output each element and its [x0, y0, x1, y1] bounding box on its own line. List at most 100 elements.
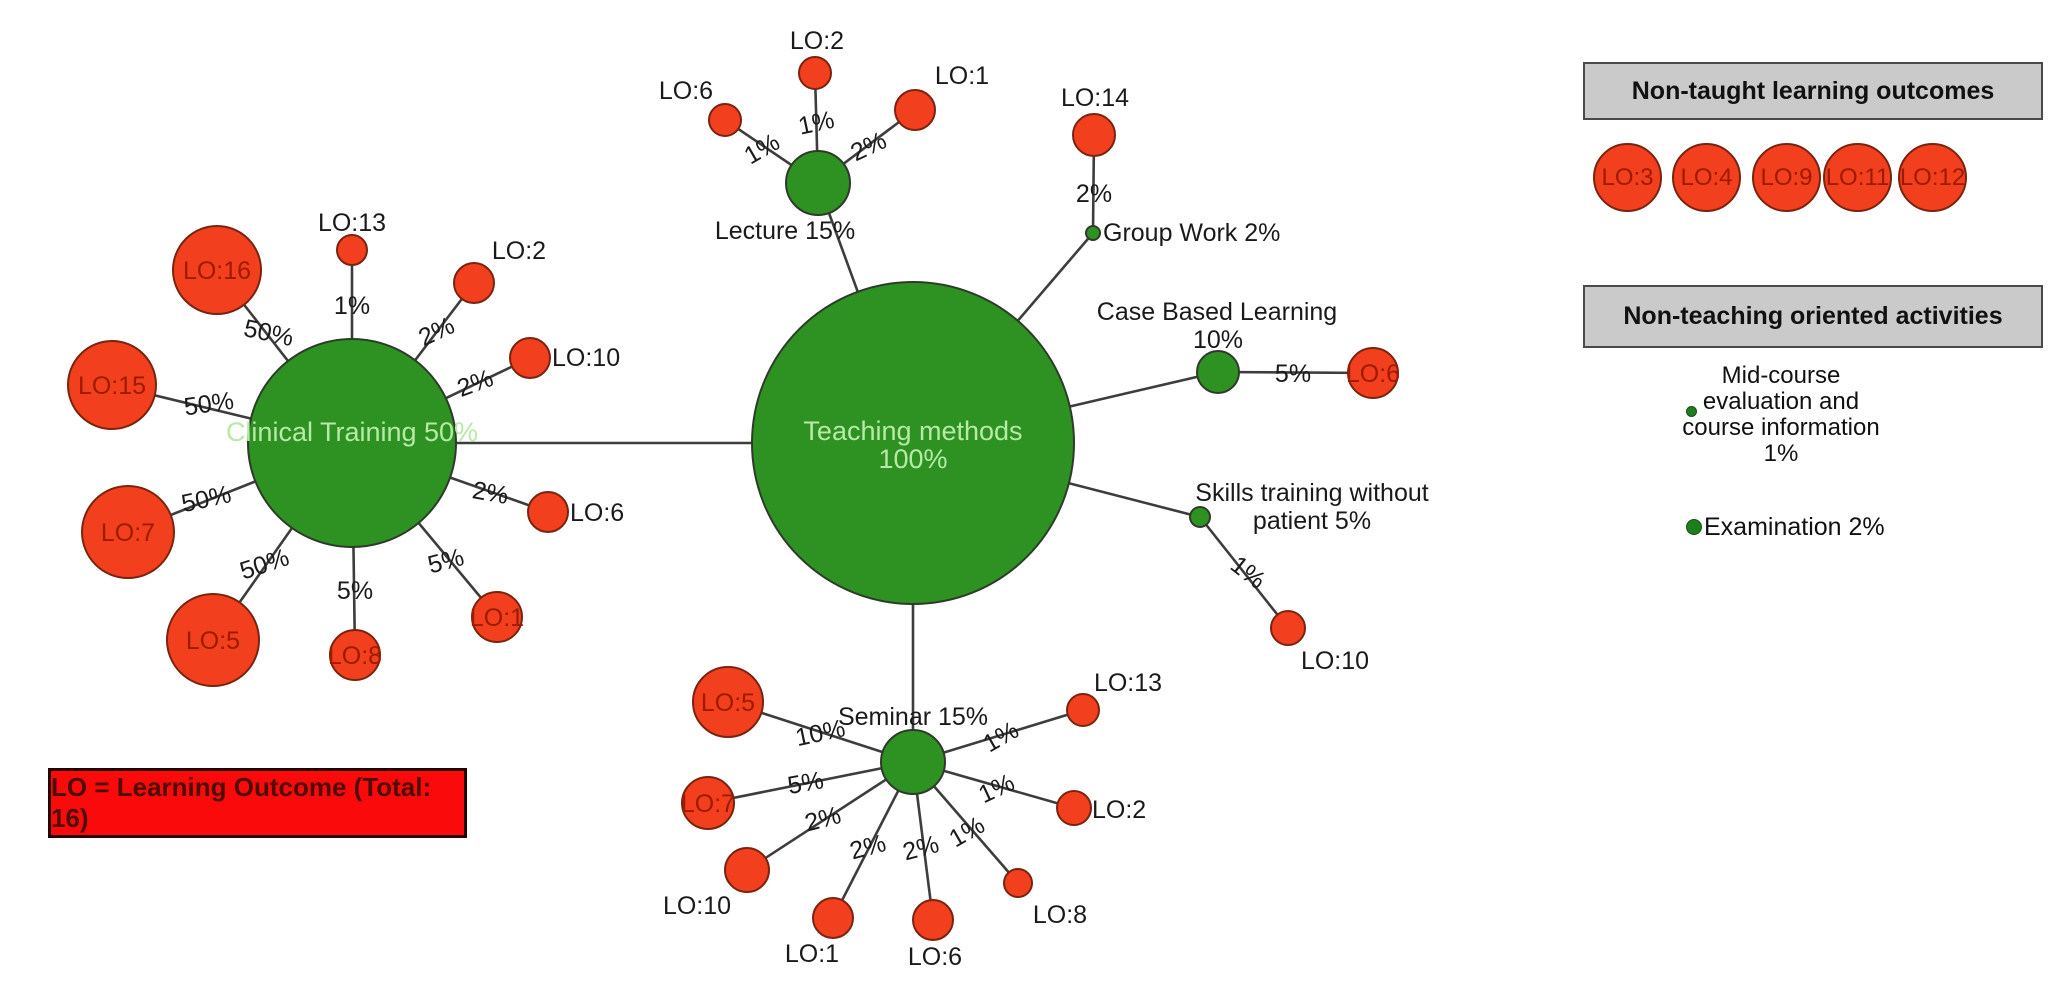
node-case-based-learning	[1196, 350, 1240, 394]
pct-seminar-lo7: 5%	[785, 766, 825, 800]
node-sem-lo10	[724, 847, 770, 893]
node-clin-lo1	[471, 591, 523, 643]
cbl-title-2: 10%	[1193, 326, 1243, 354]
edge-seminar-to-lo10	[746, 760, 914, 872]
label-skills-lo10: LO:10	[1301, 647, 1369, 675]
node-lect-lo6	[708, 103, 742, 137]
pct-seminar-lo10: 2%	[802, 801, 844, 837]
midcourse-dot-icon	[1686, 406, 1697, 417]
legend-circle-lo11-label: LO:11	[1825, 163, 1890, 191]
node-lect-lo2	[798, 56, 832, 90]
seminar-title: Seminar 15%	[838, 703, 988, 731]
node-clin-lo8	[329, 629, 381, 681]
pct-clinical-lo13: 1%	[334, 292, 370, 320]
clinical-title: Clinical Training 50%	[226, 417, 478, 447]
label-lo14: LO:14	[1061, 84, 1129, 112]
label-clin-lo10: LO:10	[552, 344, 620, 372]
node-clin-lo5	[166, 593, 260, 687]
pct-seminar-lo2: 1%	[974, 768, 1019, 809]
node-clinical-training	[247, 338, 457, 548]
pct-seminar-lo8: 1%	[944, 811, 989, 853]
label-sem-lo2: LO:2	[1092, 796, 1146, 824]
label-sem-lo13: LO:13	[1094, 669, 1162, 697]
examination-activity-label: Examination 2%	[1704, 513, 1885, 541]
node-lect-lo1	[894, 89, 936, 131]
edge-skills-to-lo10	[1198, 516, 1290, 629]
node-clin-lo16	[172, 225, 262, 315]
pct-clinical-lo16: 50%	[241, 314, 296, 352]
legend-circle-lo12-label: LO:12	[1899, 163, 1966, 191]
legend-circle-lo11: LO:11	[1823, 143, 1892, 212]
examination-dot-icon	[1686, 519, 1702, 535]
label-clin-lo15: LO:15	[78, 372, 146, 400]
pct-seminar-lo1: 2%	[847, 829, 889, 865]
node-sem-lo1	[812, 897, 854, 939]
node-clin-lo7	[81, 485, 175, 579]
cbl-title-1: Case Based Learning	[1097, 298, 1337, 326]
node-sem-lo8	[1003, 868, 1033, 898]
node-clin-lo10	[509, 337, 551, 379]
skills-title-1: Skills training without	[1195, 479, 1428, 507]
pct-clinical-lo5: 50%	[236, 543, 292, 585]
legend-non-taught-box: Non-taught learning outcomes	[1583, 62, 2043, 120]
label-clin-lo1: LO:1	[470, 604, 524, 632]
label-lect-lo2: LO:2	[790, 27, 844, 55]
pct-clinical-lo10: 2%	[453, 364, 497, 403]
midcourse-line-3: course information	[1682, 414, 1880, 441]
legend-non-taught-title: Non-taught learning outcomes	[1631, 76, 1995, 105]
label-clin-lo13: LO:13	[318, 209, 386, 237]
node-teaching-methods	[751, 281, 1075, 605]
node-lecture	[785, 150, 851, 216]
lo-note-text: LO = Learning Outcome (Total: 16)	[51, 772, 432, 833]
node-skills-training	[1189, 506, 1211, 528]
node-clin-lo2	[453, 262, 495, 304]
legend-circle-lo4-label: LO:4	[1680, 163, 1733, 191]
midcourse-line-1: Mid-course	[1721, 362, 1841, 389]
label-sem-lo1: LO:1	[785, 940, 839, 968]
node-group-work	[1085, 225, 1101, 241]
legend-circle-lo9: LO:9	[1752, 143, 1821, 212]
pct-clinical-lo8: 5%	[337, 577, 373, 605]
label-sem-lo10: LO:10	[663, 892, 731, 920]
pct-clinical-lo15: 50%	[182, 387, 235, 422]
node-cbl-lo6	[1347, 347, 1399, 399]
lecture-title: Lecture 15%	[715, 217, 855, 245]
node-sem-lo13	[1066, 693, 1100, 727]
node-seminar	[880, 729, 946, 795]
label-sem-lo8: LO:8	[1033, 901, 1087, 929]
label-sem-lo7: LO:7	[681, 790, 735, 818]
pct-clinical-lo7: 50%	[179, 480, 234, 518]
label-clin-lo8: LO:8	[328, 642, 382, 670]
teaching-title-2: 100%	[878, 444, 947, 474]
node-clin-lo15	[67, 340, 157, 430]
label-clin-lo6: LO:6	[570, 499, 624, 527]
teaching-title-1: Teaching methods	[803, 416, 1022, 446]
legend-non-teaching-box: Non-teaching oriented activities	[1583, 285, 2043, 348]
label-sem-lo5: LO:5	[701, 689, 755, 717]
edge-seminar-to-lo7	[707, 760, 914, 805]
pct-lecture-lo2: 1%	[796, 106, 837, 141]
label-clin-lo16: LO:16	[183, 257, 251, 285]
label-lect-lo1: LO:1	[935, 62, 989, 90]
pct-group-work: 2%	[1076, 180, 1112, 208]
midcourse-line-4: 1%	[1763, 440, 1799, 467]
node-sem-lo6	[912, 899, 954, 941]
pct-clinical-lo6: 2%	[470, 476, 510, 510]
label-cbl-lo6: LO:6	[1346, 360, 1400, 388]
label-clin-lo2: LO:2	[492, 237, 546, 265]
pct-case-based: 5%	[1275, 360, 1311, 388]
midcourse-activity-label: Mid-course evaluation and course informa…	[1681, 363, 1881, 467]
label-clin-lo5: LO:5	[186, 627, 240, 655]
node-sem-lo2	[1056, 790, 1092, 826]
skills-title-2: patient 5%	[1253, 507, 1371, 535]
legend-circle-lo3-label: LO:3	[1601, 163, 1654, 191]
legend-circle-lo12: LO:12	[1898, 143, 1967, 212]
node-clin-lo13	[336, 234, 368, 266]
node-clin-lo6	[527, 491, 569, 533]
legend-circle-lo3: LO:3	[1593, 143, 1662, 212]
legend-non-teaching-title: Non-teaching oriented activities	[1623, 302, 2003, 330]
node-sem-lo5	[692, 666, 764, 738]
midcourse-line-2: evaluation and	[1702, 388, 1860, 415]
